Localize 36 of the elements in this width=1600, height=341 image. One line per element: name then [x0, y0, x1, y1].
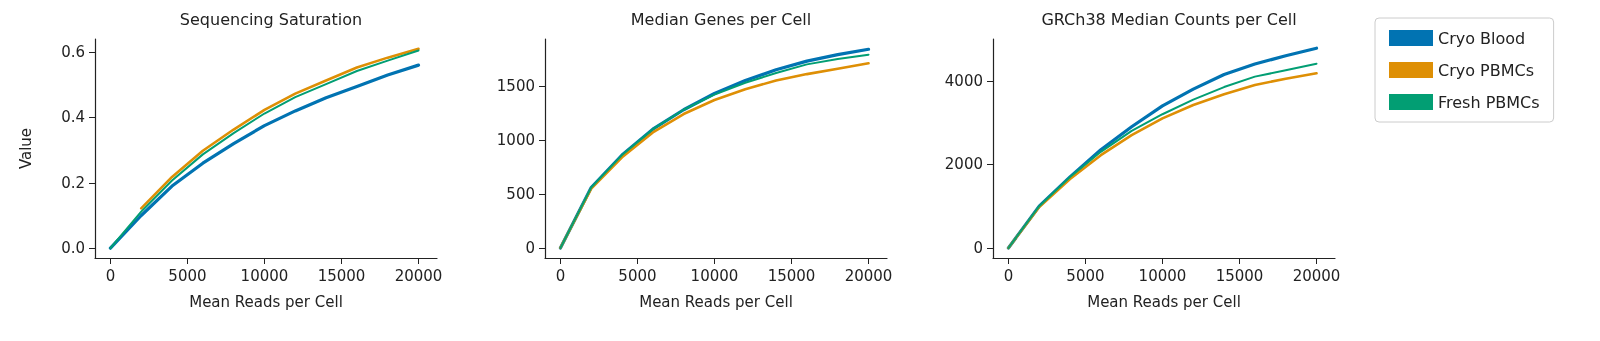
x-tick-label: 15000: [1215, 266, 1264, 285]
legend-label: Cryo Blood: [1438, 28, 1526, 48]
x-tick-label: 10000: [690, 266, 739, 285]
y-tick-label: 500: [506, 184, 535, 203]
y-tick-label: 0: [973, 238, 983, 257]
x-tick-label: 20000: [844, 266, 893, 285]
y-tick-label: 0.6: [61, 43, 85, 62]
x-tick-label: 5000: [168, 266, 207, 285]
x-tick-label: 15000: [317, 266, 366, 285]
x-tick-label: 20000: [394, 266, 443, 285]
x-tick-label: 0: [105, 266, 116, 285]
x-tick-label: 0: [555, 266, 566, 285]
x-axis-title: Mean Reads per Cell: [189, 292, 343, 311]
chart-title: Sequencing Saturation: [179, 9, 363, 29]
x-tick-label: 5000: [1066, 266, 1105, 285]
y-tick-label: 1000: [496, 130, 535, 149]
x-tick-label: 10000: [240, 266, 289, 285]
x-tick-label: 0: [1003, 266, 1014, 285]
x-axis-title: Mean Reads per Cell: [1087, 292, 1241, 311]
x-tick-label: 15000: [767, 266, 816, 285]
legend-label: Cryo PBMCs: [1438, 60, 1535, 80]
y-axis-title: Value: [16, 127, 35, 170]
chart-title: GRCh38 Median Counts per Cell: [1041, 9, 1297, 29]
y-tick-label: 0.2: [61, 173, 85, 192]
chart-title: Median Genes per Cell: [630, 9, 812, 29]
x-tick-label: 5000: [618, 266, 657, 285]
y-tick-label: 1500: [496, 76, 535, 95]
y-tick-label: 2000: [944, 155, 983, 174]
y-tick-label: 0: [525, 238, 535, 257]
y-tick-label: 0.4: [61, 108, 85, 127]
legend-label: Fresh PBMCs: [1438, 92, 1540, 112]
x-tick-label: 20000: [1292, 266, 1341, 285]
x-tick-label: 10000: [1138, 266, 1187, 285]
x-axis-title: Mean Reads per Cell: [639, 292, 793, 311]
y-tick-label: 0.0: [61, 239, 85, 258]
y-tick-label: 4000: [944, 71, 983, 90]
